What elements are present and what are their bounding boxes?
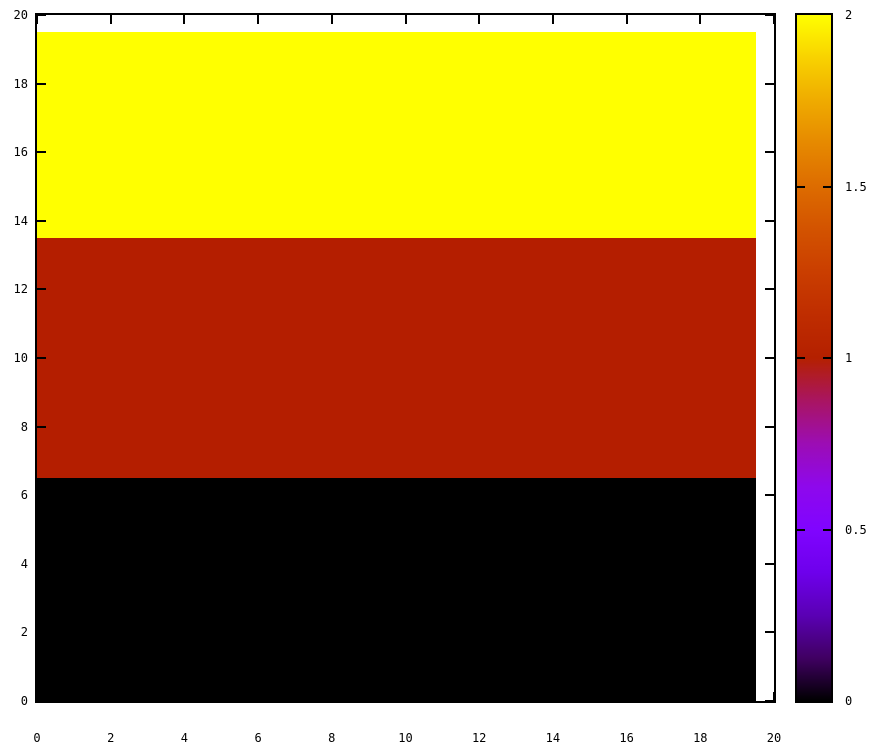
x-axis-tick-label: 2 bbox=[107, 731, 115, 745]
x-axis-tick-top bbox=[552, 15, 554, 24]
x-axis-tick-top bbox=[110, 15, 112, 24]
x-axis-tick-bottom bbox=[405, 692, 407, 701]
y-axis-tick-label: 8 bbox=[20, 419, 28, 434]
y-axis-tick-right bbox=[765, 288, 774, 290]
y-axis-tick-right bbox=[765, 220, 774, 222]
y-axis-tick-left bbox=[37, 494, 46, 496]
x-axis-tick-label: 16 bbox=[619, 731, 634, 745]
x-axis-tick-top bbox=[699, 15, 701, 24]
colorbar-tick-left bbox=[797, 357, 805, 359]
colorbar-tick-label: 0 bbox=[845, 694, 853, 708]
x-axis-tick-top bbox=[331, 15, 333, 24]
x-axis-tick-top bbox=[36, 15, 38, 24]
x-axis-tick-bottom bbox=[626, 692, 628, 701]
y-axis-tick-left bbox=[37, 220, 46, 222]
y-axis-tick-right bbox=[765, 494, 774, 496]
y-axis-tick-label: 0 bbox=[20, 694, 28, 708]
colorbar-tick-right bbox=[823, 186, 831, 188]
x-axis-tick-label: 0 bbox=[33, 731, 41, 745]
x-axis-tick-top bbox=[183, 15, 185, 24]
y-axis-tick-right bbox=[765, 631, 774, 633]
y-axis-tick-left bbox=[37, 288, 46, 290]
y-axis-tick-left bbox=[37, 631, 46, 633]
x-axis-tick-top bbox=[626, 15, 628, 24]
y-axis-tick-left bbox=[37, 83, 46, 85]
y-axis-tick-left bbox=[37, 563, 46, 565]
x-axis-tick-top bbox=[405, 15, 407, 24]
colorbar-tick-label: 1 bbox=[845, 351, 853, 365]
y-axis-tick-right bbox=[765, 14, 774, 16]
x-axis-tick-label: 12 bbox=[471, 731, 487, 745]
x-axis-tick-top bbox=[773, 15, 775, 24]
colorbar-tick-label: 1.5 bbox=[845, 179, 867, 194]
colorbar-tick-right bbox=[823, 529, 831, 531]
x-axis-tick-label: 10 bbox=[398, 731, 413, 745]
y-axis-tick-label: 20 bbox=[13, 8, 28, 22]
y-axis-tick-left bbox=[37, 151, 46, 153]
y-axis-tick-label: 14 bbox=[13, 213, 28, 228]
y-axis-tick-label: 18 bbox=[13, 76, 28, 91]
heatmap-band-value-0 bbox=[37, 478, 756, 701]
y-axis-tick-left bbox=[37, 700, 46, 702]
colorbar-tick-label: 2 bbox=[845, 8, 853, 22]
heatmap-band-value-2 bbox=[37, 32, 756, 238]
x-axis-tick-bottom bbox=[331, 692, 333, 701]
y-axis-tick-right bbox=[765, 83, 774, 85]
y-axis-tick-right bbox=[765, 151, 774, 153]
y-axis-tick-right bbox=[765, 563, 774, 565]
x-axis-tick-label: 6 bbox=[254, 731, 262, 745]
colorbar-tick-right bbox=[823, 357, 831, 359]
x-axis-tick-bottom bbox=[552, 692, 554, 701]
y-axis-tick-label: 10 bbox=[13, 351, 28, 365]
x-axis-tick-label: 8 bbox=[328, 731, 336, 745]
x-axis-tick-bottom bbox=[183, 692, 185, 701]
x-axis-tick-bottom bbox=[257, 692, 259, 701]
x-axis-tick-bottom bbox=[773, 692, 775, 701]
y-axis-tick-label: 2 bbox=[20, 625, 28, 640]
y-axis-tick-label: 12 bbox=[13, 282, 28, 297]
x-axis-tick-top bbox=[478, 15, 480, 24]
x-axis-tick-bottom bbox=[36, 692, 38, 701]
y-axis-tick-right bbox=[765, 700, 774, 702]
x-axis-tick-label: 18 bbox=[693, 731, 708, 745]
colorbar-tick-label: 0.5 bbox=[845, 522, 867, 537]
x-axis-tick-label: 4 bbox=[180, 731, 188, 745]
y-axis-tick-label: 6 bbox=[20, 488, 28, 503]
y-axis-tick-left bbox=[37, 357, 46, 359]
colorbar-tick-left bbox=[797, 186, 805, 188]
x-axis-tick-label: 14 bbox=[545, 731, 561, 745]
x-axis-tick-bottom bbox=[110, 692, 112, 701]
heatmap-band-value-1 bbox=[37, 237, 756, 479]
colorbar-tick-left bbox=[797, 529, 805, 531]
x-axis-tick-bottom bbox=[699, 692, 701, 701]
y-axis-tick-right bbox=[765, 357, 774, 359]
y-axis-tick-left bbox=[37, 426, 46, 428]
y-axis-tick-label: 16 bbox=[13, 145, 28, 160]
x-axis-tick-label: 20 bbox=[766, 731, 782, 745]
y-axis-tick-right bbox=[765, 426, 774, 428]
x-axis-tick-bottom bbox=[478, 692, 480, 701]
y-axis-tick-left bbox=[37, 14, 46, 16]
x-axis-tick-top bbox=[257, 15, 259, 24]
y-axis-tick-label: 4 bbox=[20, 556, 28, 571]
